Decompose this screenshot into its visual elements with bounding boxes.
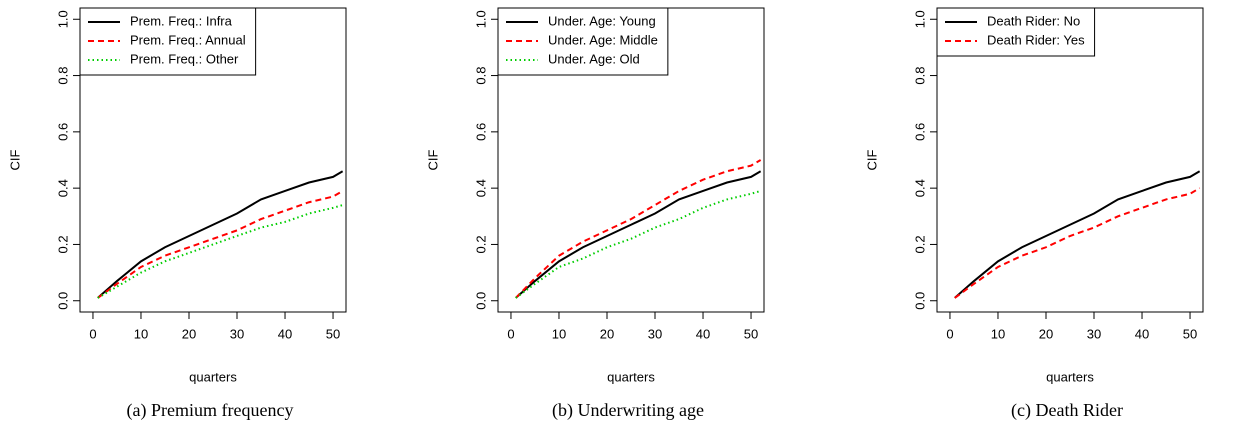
- y-tick-label: 0.4: [55, 179, 70, 197]
- panel: 0 10 20 30 40 50 0.0 0.2 0.4 0.6 0.8 1.0 quarters CIF…: [7, 7, 347, 421]
- x-tick-label: 10: [552, 326, 566, 341]
- y-axis-label: CIF: [425, 149, 440, 170]
- x-axis-label: quarters: [1046, 369, 1094, 384]
- panel: 0 10 20 30 40 50 0.0 0.2 0.4 0.6 0.8 1.0 quarters CIF…: [425, 7, 765, 421]
- x-tick-label: 20: [600, 326, 614, 341]
- x-axis-label: quarters: [189, 369, 237, 384]
- x-tick-label: 20: [1039, 326, 1053, 341]
- x-tick-label: 10: [134, 326, 148, 341]
- x-tick-label: 30: [1087, 326, 1101, 341]
- y-tick-label: 0.2: [55, 235, 70, 253]
- x-tick-label: 30: [230, 326, 244, 341]
- series-line: [97, 190, 344, 299]
- x-tick-label: 50: [326, 326, 340, 341]
- x-tick-label: 40: [696, 326, 710, 341]
- legend-label: Prem. Freq.: Infra: [130, 13, 233, 28]
- legend-label: Under. Age: Old: [548, 51, 640, 66]
- x-tick-label: 40: [1135, 326, 1149, 341]
- x-tick-label: 50: [744, 326, 758, 341]
- y-tick-label: 0.4: [473, 179, 488, 197]
- legend: Under. Age: Young Under. Age: Middle Under…: [497, 7, 669, 76]
- legend-label: Under. Age: Young: [548, 13, 656, 28]
- y-tick-label: 0.4: [912, 179, 927, 197]
- series-line: [515, 159, 762, 299]
- legend: Prem. Freq.: Infra Prem. Freq.: Annual Pre…: [79, 7, 257, 76]
- series-line: [97, 204, 343, 299]
- y-tick-label: 0.0: [55, 292, 70, 310]
- y-tick-label: 0.8: [912, 67, 927, 85]
- x-axis-label: quarters: [607, 369, 655, 384]
- legend-label: Death Rider: No: [987, 13, 1080, 28]
- caption: (b) Underwriting age: [552, 400, 704, 421]
- series-line: [97, 170, 344, 299]
- x-tick-label: 20: [182, 326, 196, 341]
- series-line: [515, 170, 762, 299]
- x-tick-label: 0: [89, 326, 96, 341]
- legend: Death Rider: No Death Rider: Yes: [936, 7, 1096, 57]
- y-tick-label: 1.0: [473, 10, 488, 28]
- legend-box: [936, 7, 1096, 57]
- series-line: [515, 190, 761, 299]
- caption: (a) Premium frequency: [127, 400, 294, 421]
- caption: (c) Death Rider: [1011, 400, 1123, 421]
- legend-label: Prem. Freq.: Annual: [130, 32, 246, 47]
- y-tick-label: 0.2: [912, 235, 927, 253]
- legend-label: Prem. Freq.: Other: [130, 51, 239, 66]
- series-line: [954, 187, 1201, 299]
- legend-label: Death Rider: Yes: [987, 32, 1085, 47]
- y-tick-label: 0.8: [55, 67, 70, 85]
- x-tick-label: 40: [278, 326, 292, 341]
- y-tick-label: 0.0: [473, 292, 488, 310]
- y-tick-label: 0.6: [912, 123, 927, 141]
- legend-label: Under. Age: Middle: [548, 32, 658, 47]
- y-tick-label: 0.8: [473, 67, 488, 85]
- x-tick-label: 10: [991, 326, 1005, 341]
- y-tick-label: 0.0: [912, 292, 927, 310]
- x-tick-label: 0: [946, 326, 953, 341]
- y-tick-label: 0.2: [473, 235, 488, 253]
- y-axis-label: CIF: [864, 149, 879, 170]
- panel: 0 10 20 30 40 50 0.0 0.2 0.4 0.6 0.8 1.0 quarters CIF…: [864, 7, 1204, 421]
- x-tick-label: 0: [507, 326, 514, 341]
- y-axis-label: CIF: [7, 149, 22, 170]
- x-tick-label: 30: [648, 326, 662, 341]
- y-tick-label: 0.6: [55, 123, 70, 141]
- y-tick-label: 1.0: [912, 10, 927, 28]
- x-tick-label: 50: [1183, 326, 1197, 341]
- series-line: [954, 170, 1201, 299]
- y-tick-label: 0.6: [473, 123, 488, 141]
- y-tick-label: 1.0: [55, 10, 70, 28]
